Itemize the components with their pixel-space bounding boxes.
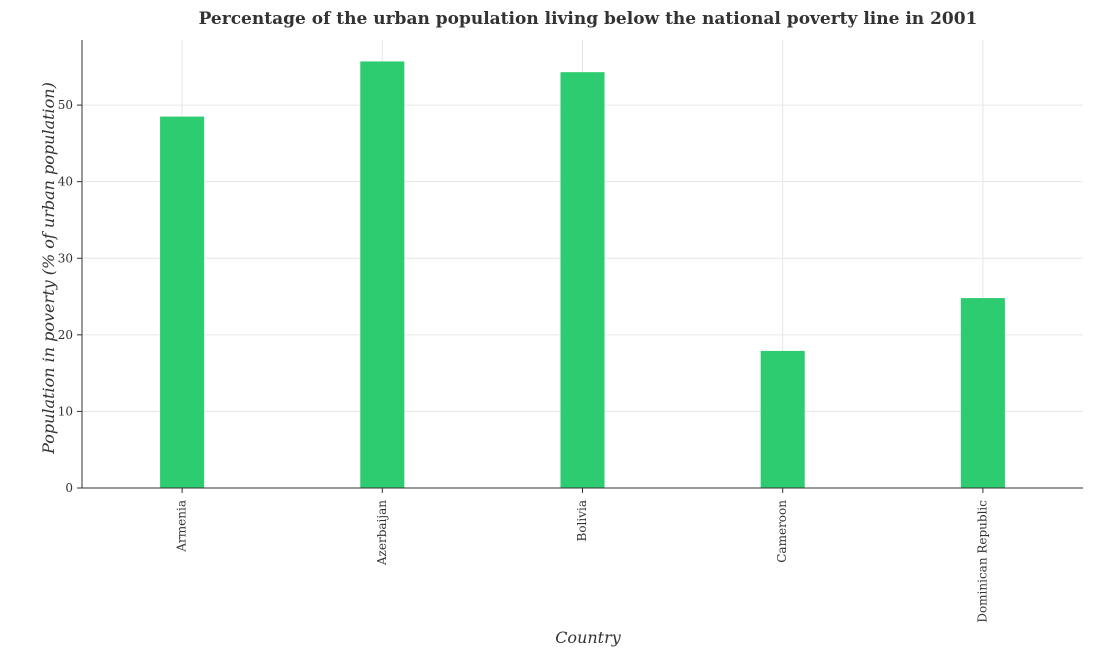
y-tick-label: 20 (58, 328, 73, 342)
bar-dominican-republic (960, 298, 1005, 488)
x-tick-label: Azerbaijan (375, 500, 389, 566)
bar-armenia (160, 116, 205, 488)
bars (160, 61, 1005, 489)
y-tick-label: 10 (58, 404, 73, 418)
y-tick-label: 0 (65, 481, 73, 495)
chart-title: Percentage of the urban population livin… (199, 9, 978, 29)
bar-bolivia (560, 72, 605, 489)
y-tick-label: 30 (58, 251, 73, 265)
y-tick-label: 50 (58, 98, 73, 112)
x-tick-label: Cameroon (775, 500, 789, 563)
bar-cameroon (760, 350, 805, 488)
x-tick-label: Armenia (175, 500, 189, 553)
tick-labels: 0 10 20 30 40 50 Armenia Azerbaijan Bolivia Camer… (58, 98, 990, 623)
x-tick-label: Bolivia (575, 500, 589, 542)
bar-azerbaijan (360, 61, 405, 488)
y-axis-title: Population in poverty (% of urban popula… (39, 82, 58, 455)
axes (77, 40, 1083, 493)
y-tick-label: 40 (58, 175, 73, 189)
x-axis-title: Country (555, 628, 622, 647)
x-tick-label: Dominican Republic (975, 500, 989, 623)
